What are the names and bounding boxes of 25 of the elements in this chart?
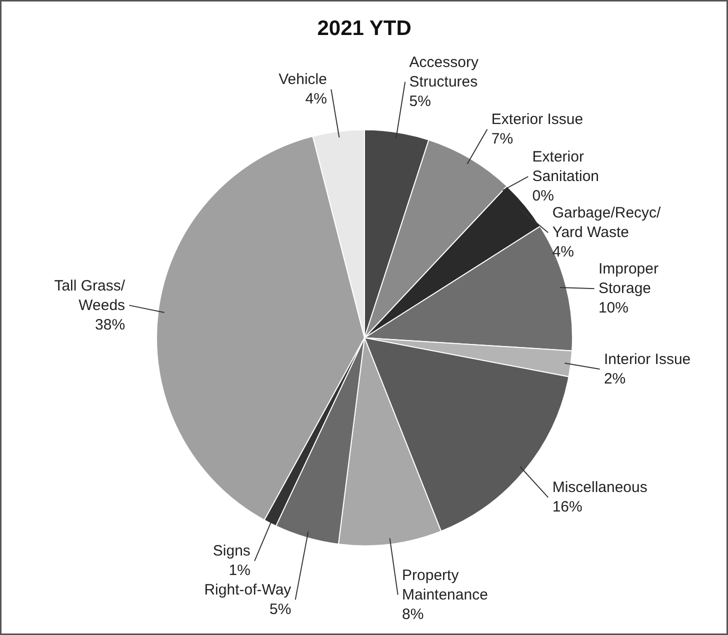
category-label: Exterior Sanitation (532, 148, 600, 186)
text: 0% (532, 188, 554, 205)
slice-label: Vehicle (278, 71, 327, 88)
slice-label: Tall Grass/Weeds (54, 277, 126, 314)
slice-label: Exterior Issue (491, 110, 584, 128)
slice-label: Improper Storage (598, 260, 658, 298)
data-label: 1% (228, 562, 250, 580)
slice-label: Interior Issue (604, 350, 691, 368)
data-label: 4% (552, 244, 574, 261)
data-label: 8% (402, 606, 424, 623)
data-label: 2% (604, 370, 626, 388)
slice-label: Property Maintenance (402, 566, 488, 604)
data-label: 5% (270, 600, 292, 618)
slice-label: Garbage/Recyc/Yard Waste (552, 204, 662, 242)
data-label: 7% (491, 130, 514, 148)
data-label: 4% (305, 90, 327, 108)
slice-label: Right-of-Way (204, 581, 292, 598)
data-label: 38% (95, 316, 126, 334)
data-label: 16% (552, 498, 582, 516)
data-label: 10% (598, 300, 628, 317)
chart-title: 2021 YTD (317, 17, 412, 40)
slice-label: Signs (212, 542, 250, 560)
data-label: 5% (409, 92, 431, 110)
slice-label: Accessory Structures (409, 54, 479, 90)
slice-label: Miscellaneous (552, 479, 648, 496)
